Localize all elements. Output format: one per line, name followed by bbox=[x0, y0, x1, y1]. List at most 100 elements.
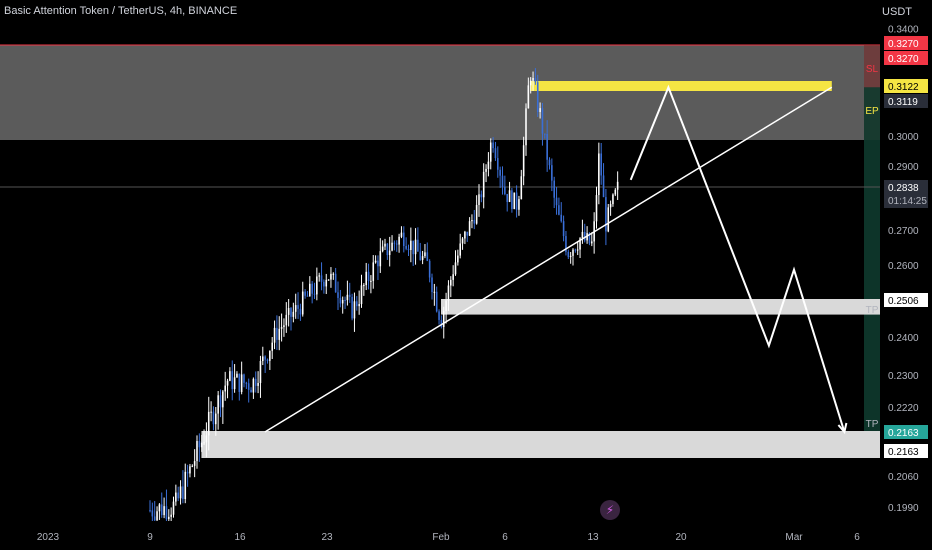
candle-body bbox=[485, 168, 487, 172]
candle-body bbox=[222, 391, 224, 408]
candle-body bbox=[158, 504, 161, 512]
candle-body bbox=[579, 238, 581, 250]
candle-body bbox=[407, 248, 410, 250]
candle-body bbox=[588, 233, 591, 244]
current-price-bg bbox=[884, 180, 928, 208]
candle-body bbox=[525, 108, 527, 146]
projection-path bbox=[629, 84, 846, 433]
candle-body bbox=[151, 510, 154, 517]
candle-body bbox=[609, 204, 612, 208]
candle-body bbox=[591, 241, 593, 244]
candle-body bbox=[438, 311, 440, 320]
candle-body bbox=[337, 292, 339, 298]
candle-body bbox=[377, 260, 379, 267]
candle-body bbox=[522, 145, 525, 177]
candle-body bbox=[600, 153, 602, 176]
candle-body bbox=[346, 294, 349, 301]
candle-body bbox=[318, 275, 320, 277]
x-tick-label: 6 bbox=[502, 532, 508, 543]
candle-body bbox=[431, 277, 433, 293]
candle-body bbox=[513, 192, 516, 209]
candle-body bbox=[172, 501, 175, 515]
candle-body bbox=[515, 192, 518, 210]
candle-body bbox=[400, 232, 403, 237]
candle-body bbox=[330, 273, 332, 280]
candle-body bbox=[278, 328, 281, 340]
lightning-icon[interactable]: ⚡ bbox=[600, 500, 620, 520]
ep-price-tag: 0.3122 bbox=[888, 82, 919, 93]
candle-body bbox=[304, 291, 306, 296]
candle-body bbox=[266, 359, 269, 361]
candle-body bbox=[327, 279, 330, 281]
symbol-title: Basic Attention Token / TetherUS, 4h, BI… bbox=[4, 5, 238, 17]
candle-body bbox=[607, 207, 610, 232]
candle-body bbox=[292, 311, 295, 317]
candle-body bbox=[583, 231, 586, 241]
y-tick-label: 0.2700 bbox=[888, 226, 919, 237]
candle-body bbox=[179, 486, 182, 499]
x-tick-label: Feb bbox=[432, 532, 450, 543]
candle-body bbox=[388, 250, 391, 256]
candle-body bbox=[149, 510, 151, 512]
candle-body bbox=[598, 153, 600, 196]
candle-body bbox=[320, 275, 323, 282]
candle-body bbox=[358, 304, 360, 307]
candle-body bbox=[475, 204, 478, 224]
candle-body bbox=[165, 506, 168, 520]
projection-arrowhead bbox=[837, 422, 848, 435]
candle-body bbox=[283, 325, 285, 328]
y-tick-label: 0.2900 bbox=[888, 162, 919, 173]
candle-body bbox=[210, 411, 212, 413]
candle-body bbox=[384, 243, 386, 247]
candle-body bbox=[163, 506, 165, 516]
candle-body bbox=[301, 291, 304, 315]
candle-body bbox=[193, 461, 196, 466]
candle-body bbox=[605, 197, 607, 232]
candle-body bbox=[233, 377, 236, 390]
candle-body bbox=[595, 195, 598, 222]
y-tick-label: 0.2060 bbox=[888, 472, 919, 483]
candle-body bbox=[203, 442, 205, 444]
candle-body bbox=[207, 411, 210, 436]
y-tick-label: 0.1990 bbox=[888, 503, 919, 514]
candle-body bbox=[452, 274, 454, 280]
candle-body bbox=[494, 148, 497, 159]
trendline bbox=[264, 86, 833, 433]
candle-body bbox=[492, 142, 494, 149]
candle-body bbox=[254, 378, 257, 386]
candle-body bbox=[541, 108, 544, 134]
y-tick-label: 0.2300 bbox=[888, 371, 919, 382]
candle-body bbox=[245, 382, 248, 384]
sl-price-tag-2: 0.3270 bbox=[888, 54, 919, 65]
x-tick-label: 23 bbox=[321, 532, 333, 543]
y-tick-label: 0.2220 bbox=[888, 403, 919, 414]
candle-body bbox=[560, 214, 563, 222]
candle-body bbox=[504, 186, 506, 195]
candle-body bbox=[616, 181, 619, 190]
tp1-zone bbox=[441, 299, 880, 315]
candle-body bbox=[294, 305, 297, 312]
x-tick-label: 9 bbox=[147, 532, 153, 543]
candle-body bbox=[374, 260, 377, 263]
candle-body bbox=[351, 296, 353, 319]
candle-body bbox=[200, 442, 203, 448]
candle-body bbox=[316, 276, 318, 295]
sl-price-tag-2-bg bbox=[884, 51, 928, 65]
sl-label: SL bbox=[866, 64, 879, 75]
candle-body bbox=[381, 246, 384, 252]
candle-body bbox=[259, 360, 262, 384]
candle-body bbox=[565, 236, 567, 252]
candle-body bbox=[219, 395, 222, 408]
candle-body bbox=[309, 283, 311, 297]
candle-body bbox=[555, 197, 558, 206]
candle-body bbox=[412, 240, 414, 255]
candle-body bbox=[212, 411, 215, 425]
candle-body bbox=[602, 175, 605, 198]
candle-body bbox=[311, 283, 313, 294]
candle-body bbox=[269, 350, 271, 361]
candle-body bbox=[581, 231, 584, 239]
ep-price-tag-2: 0.3119 bbox=[888, 97, 918, 108]
candle-body bbox=[511, 190, 513, 209]
tp1-price-tag: 0.2506 bbox=[888, 296, 919, 307]
